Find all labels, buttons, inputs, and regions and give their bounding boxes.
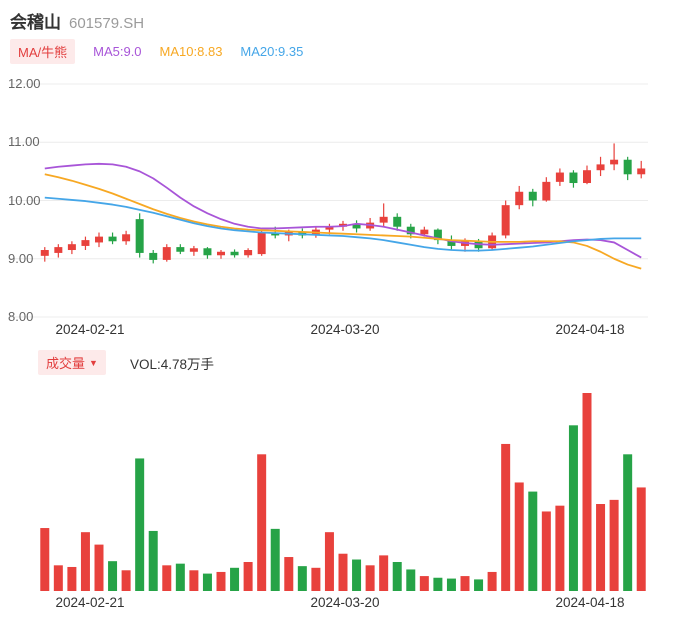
x-axis-label-3: 2024-04-18 [555,322,625,337]
x-axis-label-1: 2024-02-21 [55,595,125,610]
price-x-axis: 2024-02-21 2024-03-20 2024-04-18 [0,320,686,344]
x-axis-label-1: 2024-02-21 [55,322,125,337]
x-axis-label-2: 2024-03-20 [310,322,380,337]
volume-x-axis: 2024-02-21 2024-03-20 2024-04-18 [0,593,686,617]
chevron-down-icon: ▼ [89,357,98,368]
volume-selector[interactable]: 成交量 ▼ [38,350,106,375]
y-axis-label-8: 8.00 [8,309,34,324]
volume-chart[interactable] [0,381,686,593]
x-axis-label-2: 2024-03-20 [310,595,380,610]
ma5-value: MA5:9.0 [93,44,142,59]
price-chart-area: 12.00 11.00 10.00 9.00 8.00 [0,70,686,324]
stock-name: 会稽山 [10,13,61,32]
y-axis-label-10: 10.00 [8,193,41,208]
x-axis-label-3: 2024-04-18 [555,595,625,610]
volume-header: 成交量 ▼ VOL:4.78万手 [0,344,686,381]
volume-value: VOL:4.78万手 [129,356,214,372]
y-axis-label-11: 11.00 [8,134,40,149]
volume-selector-label: 成交量 [46,356,86,371]
stock-code: 601579.SH [69,15,145,32]
ma10-value: MA10:8.83 [159,44,223,59]
ma-mode-badge[interactable]: MA/牛熊 [10,39,76,64]
y-axis-label-9: 9.00 [8,251,34,266]
ma20-value: MA20:9.35 [240,44,304,59]
volume-chart-area [0,381,686,593]
header: 会稽山 601579.SH [0,0,686,35]
y-axis-label-12: 12.00 [8,76,41,91]
ma-legend: MA/牛熊 MA5:9.0 MA10:8.83 MA20:9.35 [0,35,686,70]
price-chart[interactable] [0,70,686,320]
